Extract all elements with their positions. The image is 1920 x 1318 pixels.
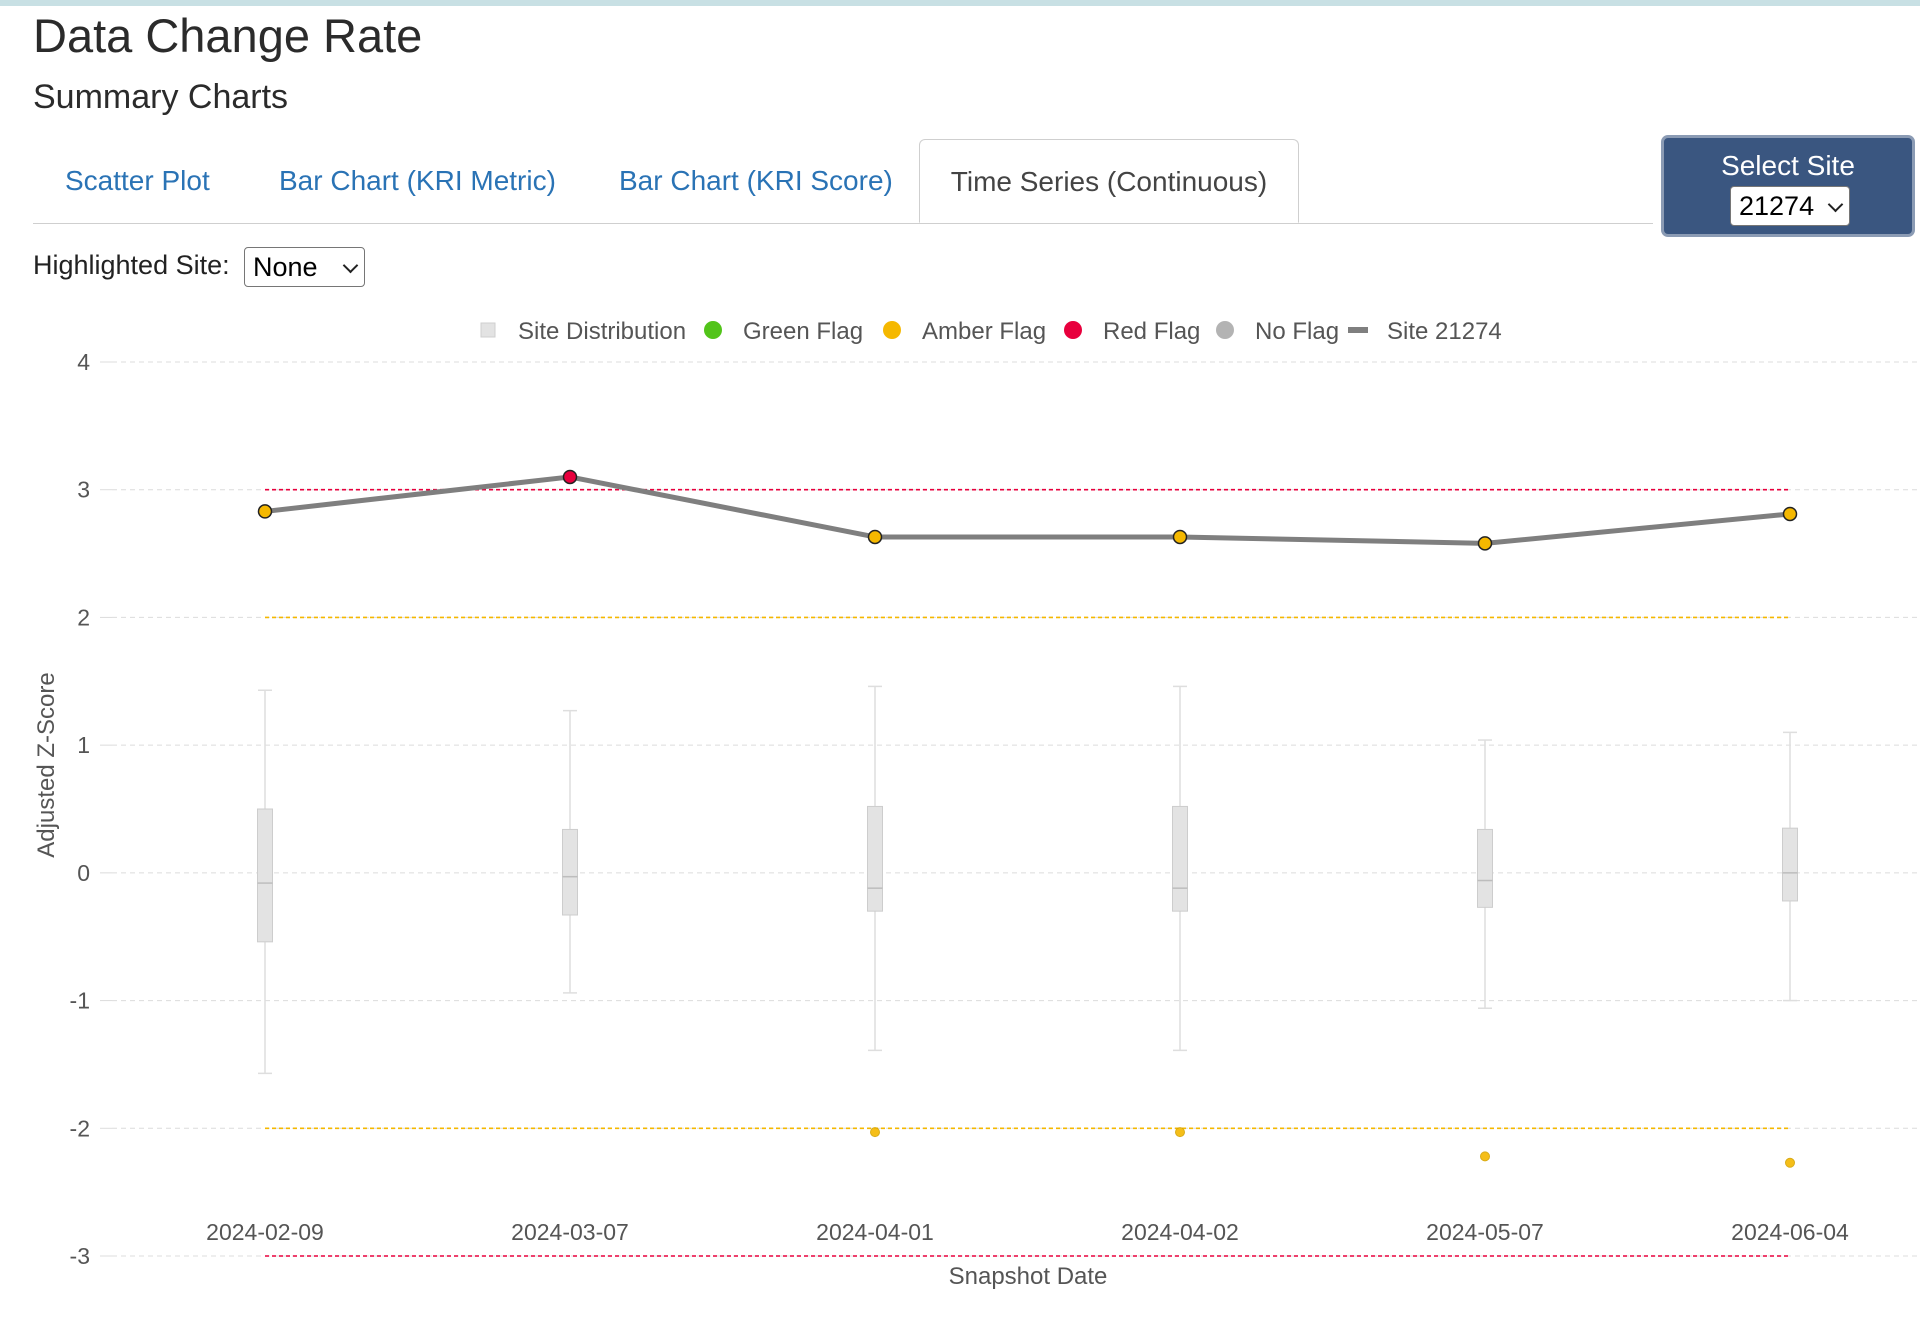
legend-box-swatch bbox=[480, 322, 496, 338]
box-iqr bbox=[1172, 805, 1188, 912]
x-tick-label: 2024-03-07 bbox=[511, 1219, 629, 1245]
legend-dot-swatch bbox=[883, 321, 901, 339]
outlier-points bbox=[870, 1127, 1795, 1168]
box-iqr bbox=[257, 808, 273, 943]
legend-dot-swatch bbox=[704, 321, 722, 339]
tab-scatter-plot[interactable]: Scatter Plot bbox=[65, 165, 210, 196]
box-iqr bbox=[562, 828, 578, 916]
y-tick-label: 4 bbox=[77, 349, 90, 375]
outlier-point bbox=[1785, 1157, 1795, 1168]
site-series-point bbox=[1172, 529, 1188, 545]
page-subtitle: Summary Charts bbox=[33, 78, 289, 116]
outlier-point bbox=[1480, 1151, 1490, 1162]
legend-label: Site 21274 bbox=[1387, 318, 1502, 345]
x-tick-label: 2024-05-07 bbox=[1426, 1219, 1544, 1245]
site-select-value: 21274 bbox=[1739, 191, 1815, 221]
chart-tabs: Scatter Plot Bar Chart (KRI Metric) Bar … bbox=[33, 139, 1653, 224]
site-series bbox=[257, 469, 1798, 551]
y-tick-label: 3 bbox=[77, 477, 90, 503]
chevron-down-icon bbox=[342, 257, 359, 274]
tab-time-series-continuous[interactable]: Time Series (Continuous) bbox=[919, 139, 1299, 223]
legend-dot-swatch bbox=[1064, 321, 1082, 339]
highlighted-site-select[interactable]: None bbox=[244, 247, 365, 287]
y-axis-label: Adjusted Z-Score bbox=[33, 672, 60, 857]
highlighted-site-label: Highlighted Site: bbox=[33, 250, 230, 280]
site-distribution-boxes bbox=[257, 685, 1798, 1075]
site-series-point bbox=[1477, 536, 1493, 551]
x-tick-label: 2024-02-09 bbox=[206, 1219, 324, 1245]
y-tick-label: 1 bbox=[77, 732, 90, 758]
threshold-lines bbox=[265, 488, 1790, 1257]
y-tick-label: -3 bbox=[70, 1243, 90, 1269]
box-iqr bbox=[867, 805, 883, 912]
legend-label: No Flag bbox=[1255, 318, 1339, 345]
x-tick-label: 2024-04-02 bbox=[1121, 1219, 1239, 1245]
tab-bar-chart-kri-score[interactable]: Bar Chart (KRI Score) bbox=[619, 165, 893, 196]
site-series-line bbox=[264, 474, 1791, 546]
legend-label: Site Distribution bbox=[518, 318, 686, 345]
site-series-point bbox=[562, 469, 578, 485]
x-axis: 2024-02-09 2024-03-07 2024-04-01 2024-04-02… bbox=[206, 1219, 1849, 1245]
legend-label: Green Flag bbox=[743, 318, 863, 345]
x-axis-label: Snapshot Date bbox=[949, 1263, 1108, 1290]
site-series-point bbox=[1782, 506, 1798, 522]
y-axis: 4 3 2 1 0 -1 -2 -3 bbox=[70, 349, 112, 1269]
time-series-chart: Site Distribution Green Flag Amber Flag Red… bbox=[33, 318, 1920, 1290]
y-tick-label: -2 bbox=[70, 1115, 90, 1141]
y-tick-label: 2 bbox=[77, 604, 90, 630]
y-tick-label: -1 bbox=[70, 988, 90, 1014]
top-accent-bar bbox=[0, 0, 1920, 6]
legend-dot-swatch bbox=[1216, 321, 1234, 339]
legend-line-swatch bbox=[1348, 327, 1368, 333]
legend-label: Amber Flag bbox=[922, 318, 1046, 345]
chart-legend: Site Distribution Green Flag Amber Flag Red… bbox=[480, 318, 1502, 345]
select-site-panel: Select Site 21274 bbox=[1661, 135, 1915, 237]
site-select[interactable]: 21274 bbox=[1730, 186, 1850, 226]
x-tick-label: 2024-06-04 bbox=[1731, 1219, 1849, 1245]
outlier-point bbox=[1175, 1127, 1185, 1138]
box-iqr bbox=[1477, 828, 1493, 908]
site-series-point bbox=[867, 529, 883, 545]
chevron-down-icon bbox=[1827, 196, 1844, 213]
x-tick-label: 2024-04-01 bbox=[816, 1219, 934, 1245]
outlier-point bbox=[870, 1127, 880, 1138]
y-tick-label: 0 bbox=[77, 860, 90, 886]
legend-label: Red Flag bbox=[1103, 318, 1200, 345]
page-title: Data Change Rate bbox=[33, 9, 423, 62]
box-iqr bbox=[1782, 827, 1798, 902]
highlighted-site-value: None bbox=[253, 252, 318, 282]
select-site-label: Select Site bbox=[1721, 150, 1855, 181]
site-series-point bbox=[257, 504, 273, 519]
tab-bar-chart-kri-metric[interactable]: Bar Chart (KRI Metric) bbox=[279, 165, 556, 196]
